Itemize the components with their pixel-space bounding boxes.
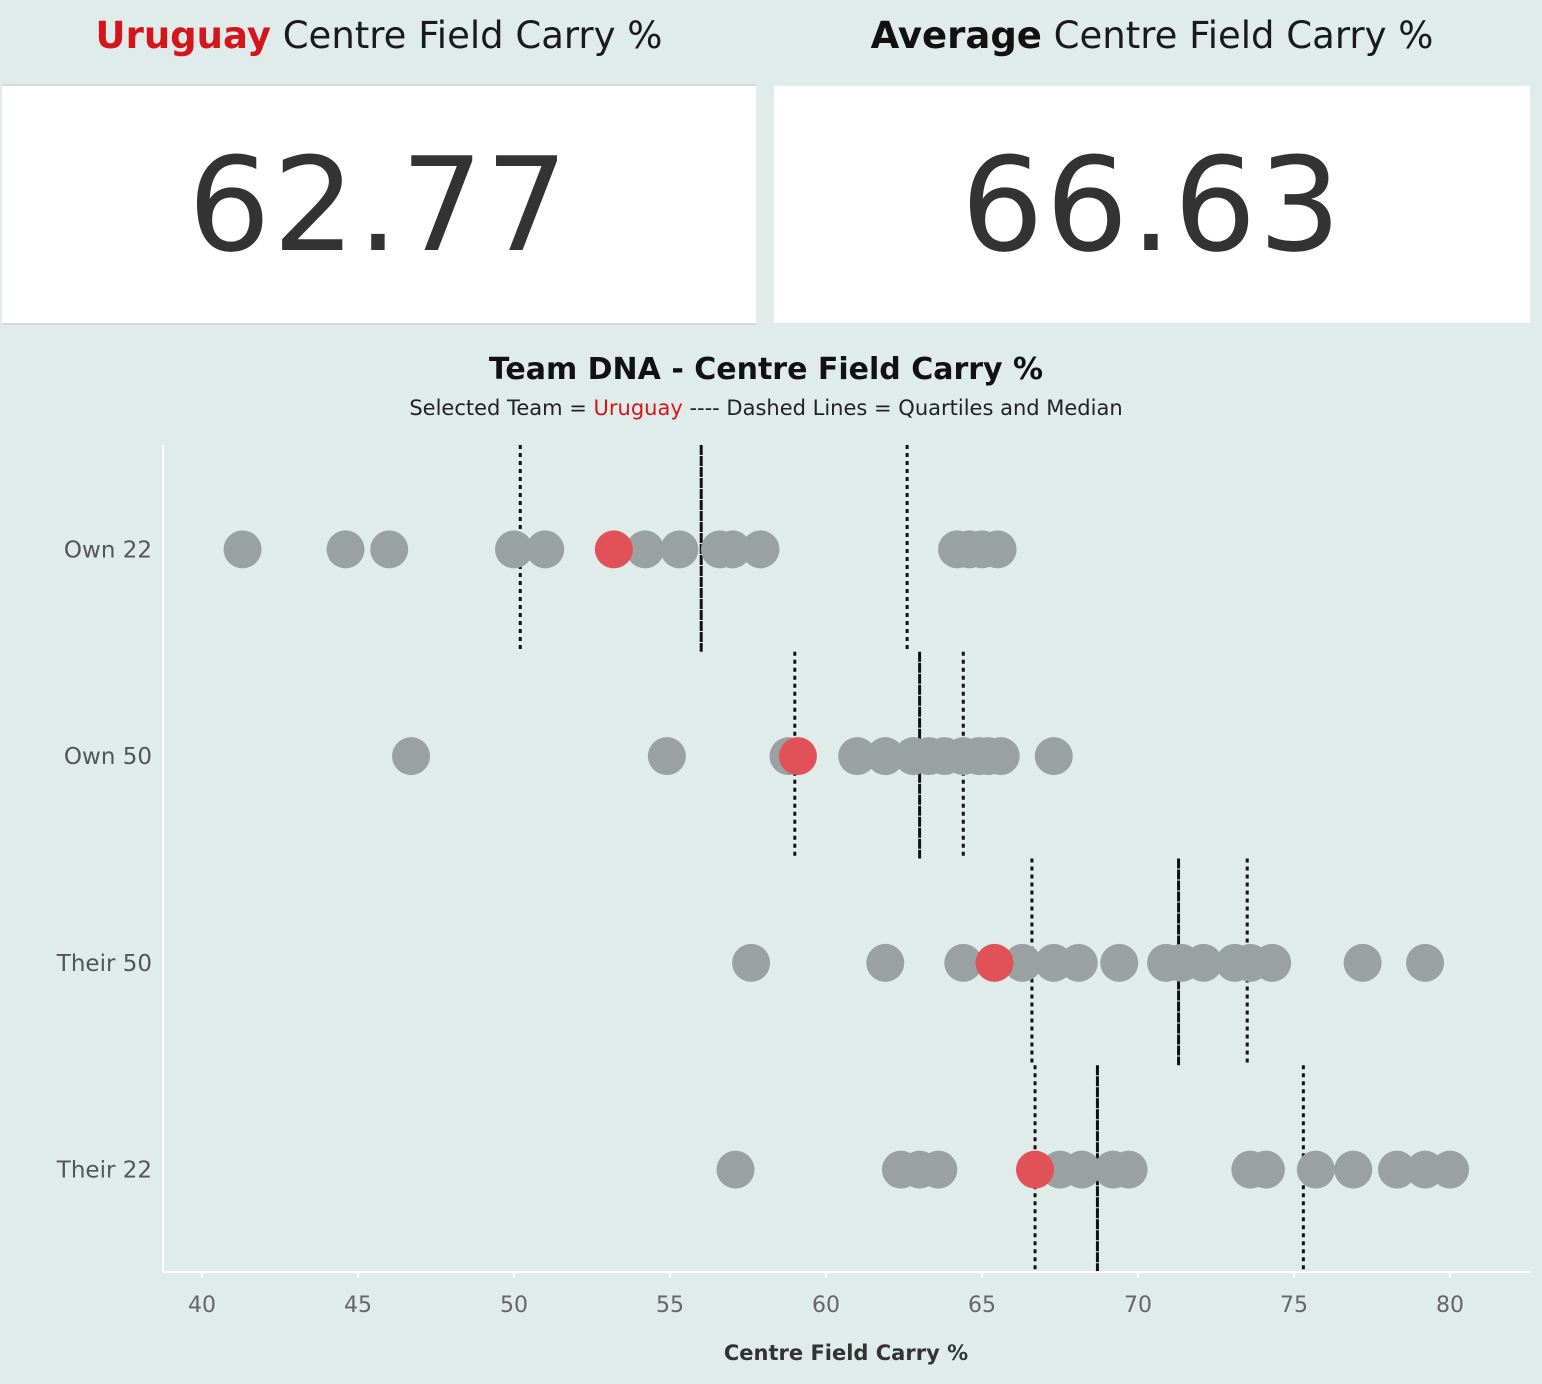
category-label: Own 22 [64, 537, 152, 563]
selected-team-kpi-value: 62.77 [187, 128, 571, 281]
selected-team-name: Uruguay [95, 14, 271, 57]
selected-team-kpi-label: Centre Field Carry % [270, 14, 663, 57]
team-point [866, 943, 905, 982]
team-point [1431, 1150, 1469, 1189]
team-point [1377, 1150, 1416, 1189]
x-tick-label: 60 [812, 1293, 840, 1318]
team-point [660, 530, 699, 569]
team-point [223, 530, 262, 569]
chart-subtitle-team: Uruguay [593, 396, 683, 420]
average-kpi-title: Average Centre Field Carry % [774, 14, 1530, 64]
team-point [919, 1150, 958, 1189]
team-point [1246, 1150, 1285, 1189]
x-tick-label: 40 [188, 1293, 216, 1318]
team-point [1059, 943, 1098, 982]
x-tick-label: 50 [500, 1293, 528, 1318]
team-point [944, 943, 983, 982]
team-point [1334, 1150, 1373, 1189]
average-label: Average [870, 14, 1042, 57]
team-point [495, 530, 533, 569]
x-tick-label: 55 [656, 1293, 684, 1318]
x-axis-title: Centre Field Carry % [724, 1341, 968, 1365]
category-label: Their 50 [56, 951, 152, 977]
team-point [866, 737, 905, 776]
average-kpi-card: 66.63 [774, 86, 1530, 323]
selected-team-kpi-card: 62.77 [2, 84, 756, 325]
x-tick-label: 70 [1124, 1293, 1152, 1318]
team-point [838, 737, 877, 776]
team-point [741, 530, 780, 569]
team-point [1406, 943, 1445, 982]
team-point [713, 530, 752, 569]
quartile-lines [518, 445, 1305, 1272]
average-kpi-label: Centre Field Carry % [1041, 14, 1434, 57]
chart-title: Team DNA - Centre Field Carry % [488, 352, 1044, 387]
axes: 40 45 50 55 60 65 70 75 80 Centre Field Carry % Ow… [56, 445, 1530, 1365]
team-points [223, 530, 1469, 1189]
team-point [526, 530, 565, 569]
chart-subtitle: Selected Team = Uruguay ---- Dashed Line… [0, 396, 1532, 420]
category-label: Their 22 [56, 1158, 152, 1184]
x-tick-label: 75 [1280, 1293, 1308, 1318]
team-point [1109, 1150, 1148, 1189]
chart-subtitle-prefix: Selected Team = [409, 396, 594, 420]
team-point [1184, 943, 1223, 982]
team-point [1003, 943, 1042, 982]
team-point [392, 737, 431, 776]
selected-team-point [594, 530, 633, 569]
team-point [370, 530, 409, 569]
chart-subtitle-suffix: ---- Dashed Lines = Quartiles and Median [682, 396, 1123, 420]
team-point [1296, 1150, 1335, 1189]
team-point [716, 1150, 755, 1189]
team-point [732, 943, 771, 982]
x-tick-label: 45 [344, 1293, 372, 1318]
selected-team-point [778, 737, 817, 776]
team-point [981, 737, 1020, 776]
category-label: Own 50 [64, 744, 152, 770]
x-tick-label: 65 [968, 1293, 996, 1318]
team-point [1253, 943, 1292, 982]
team-point [647, 737, 686, 776]
team-point [626, 530, 665, 569]
selected-team-point [975, 943, 1014, 982]
average-kpi-value: 66.63 [960, 128, 1344, 281]
team-point [1100, 943, 1139, 982]
team-point [1034, 737, 1073, 776]
team-point [978, 530, 1017, 569]
team-point [1062, 1150, 1101, 1189]
x-tick-label: 80 [1436, 1293, 1464, 1318]
selected-team-point [1016, 1150, 1055, 1189]
team-point [1343, 943, 1382, 982]
selected-team-kpi-title: Uruguay Centre Field Carry % [0, 14, 758, 64]
team-point [326, 530, 365, 569]
